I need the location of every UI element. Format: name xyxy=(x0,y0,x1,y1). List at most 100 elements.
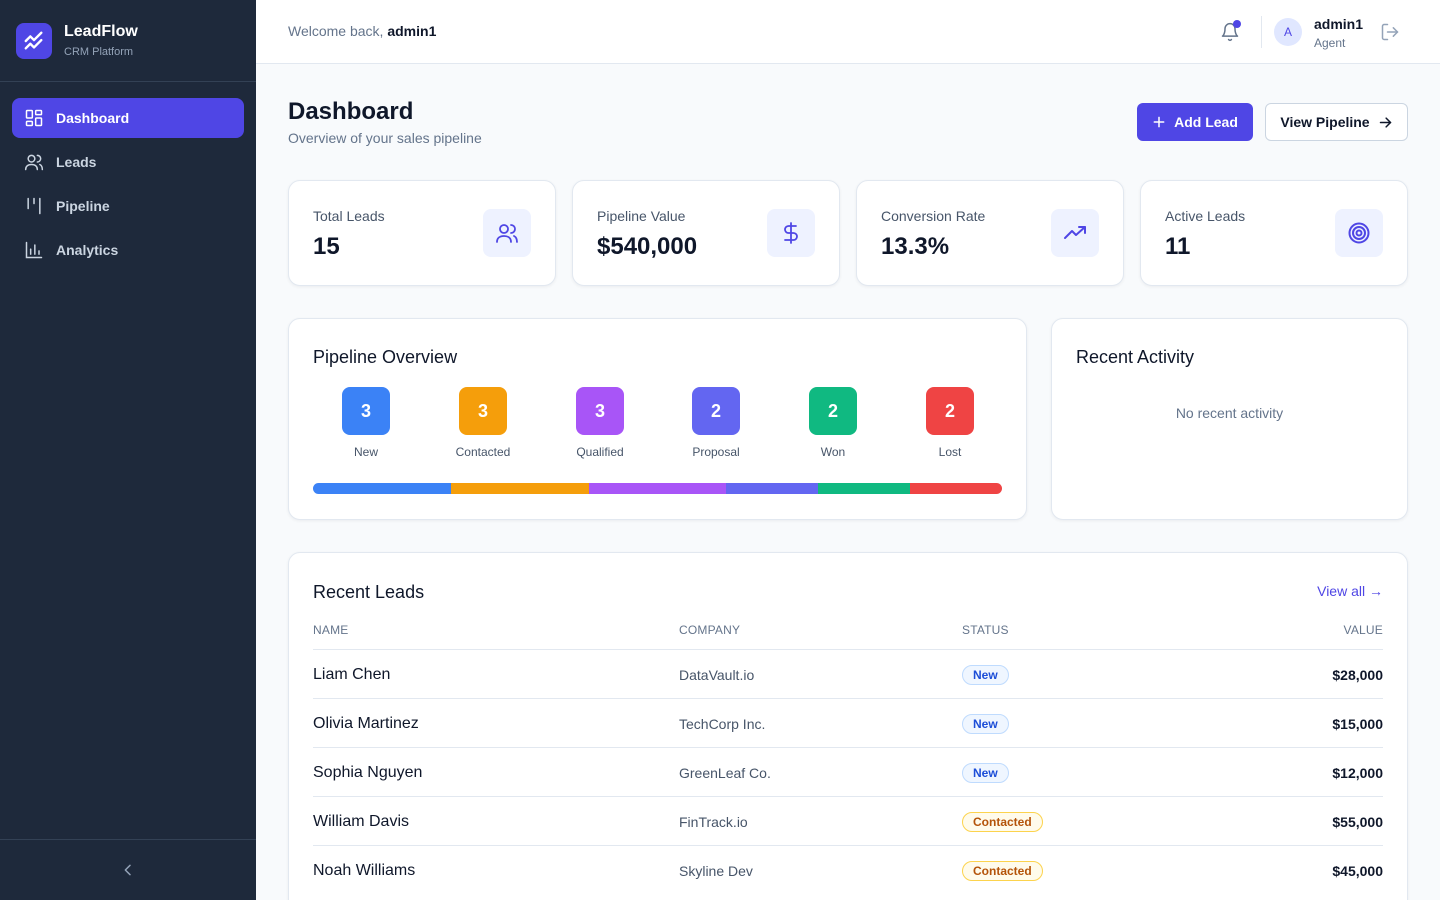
stage-label: Lost xyxy=(938,445,962,459)
welcome-message: Welcome back, admin1 xyxy=(288,23,436,39)
sidebar-item-label: Dashboard xyxy=(56,110,130,126)
sidebar-item-label: Analytics xyxy=(56,242,119,258)
column-header-company[interactable]: COMPANY xyxy=(679,623,741,637)
stage-count: 3 xyxy=(459,387,507,435)
user-name: admin1 xyxy=(1314,16,1364,32)
pipeline-bar-segment-contacted xyxy=(450,483,589,494)
pipeline-stage-contacted[interactable]: 3 Contacted xyxy=(443,387,523,459)
lead-name: Sophia Nguyen xyxy=(313,764,423,781)
pipeline-overview-title: Pipeline Overview xyxy=(313,347,458,367)
notification-dot xyxy=(1233,20,1241,28)
lead-name: Noah Williams xyxy=(313,862,416,879)
pipeline-bar-segment-lost xyxy=(910,483,1002,494)
lead-value: $55,000 xyxy=(1332,814,1383,830)
status-badge: New xyxy=(962,665,1009,685)
bar-chart-icon xyxy=(24,240,44,260)
lead-company: DataVault.io xyxy=(679,667,755,683)
trending-up-icon xyxy=(1051,209,1099,257)
stage-label: Contacted xyxy=(455,445,511,459)
lead-value: $28,000 xyxy=(1332,667,1383,683)
stage-label: Proposal xyxy=(692,445,740,459)
status-badge: New xyxy=(962,763,1009,783)
page-title: Dashboard xyxy=(288,98,414,125)
lead-company: Skyline Dev xyxy=(679,863,753,879)
stat-card-conversion-rate: Conversion Rate 13.3% xyxy=(856,180,1124,286)
stat-label: Active Leads xyxy=(1165,208,1246,224)
lead-company: TechCorp Inc. xyxy=(679,716,766,732)
pipeline-stage-lost[interactable]: 2 Lost xyxy=(910,387,990,459)
stat-value: $540,000 xyxy=(597,233,698,260)
dashboard-icon xyxy=(24,108,44,128)
empty-activity-text: No recent activity xyxy=(1175,405,1284,421)
sidebar-item-analytics[interactable]: Analytics xyxy=(12,230,244,270)
view-pipeline-label: View Pipeline xyxy=(1280,114,1370,130)
stat-card-active-leads: Active Leads 11 xyxy=(1140,180,1408,286)
stage-label: Qualified xyxy=(576,445,624,459)
stat-value: 11 xyxy=(1165,233,1191,260)
lead-company: FinTrack.io xyxy=(679,814,748,830)
pipeline-stage-won[interactable]: 2 Won xyxy=(793,387,873,459)
lead-value: $45,000 xyxy=(1332,863,1383,879)
column-header-name[interactable]: NAME xyxy=(313,623,349,637)
table-row[interactable]: Sophia Nguyen GreenLeaf Co. New $12,000 xyxy=(313,747,1383,796)
stage-count: 3 xyxy=(576,387,624,435)
lead-name: Liam Chen xyxy=(313,666,391,683)
users-icon xyxy=(483,209,531,257)
stage-count: 3 xyxy=(342,387,390,435)
pipeline-stage-qualified[interactable]: 3 Qualified xyxy=(560,387,640,459)
column-header-value[interactable]: VALUE xyxy=(1343,623,1383,637)
stage-label: New xyxy=(353,445,378,459)
pipeline-bar-segment-qualified xyxy=(588,483,727,494)
pipeline-stage-proposal[interactable]: 2 Proposal xyxy=(676,387,756,459)
sidebar-item-leads[interactable]: Leads xyxy=(12,142,244,182)
stage-count: 2 xyxy=(926,387,974,435)
sidebar-nav: Dashboard Leads Pipeline xyxy=(0,82,256,290)
view-pipeline-button[interactable]: View Pipeline xyxy=(1265,103,1408,141)
stat-card-total-leads: Total Leads 15 xyxy=(288,180,556,286)
sidebar-item-label: Pipeline xyxy=(56,198,110,214)
stat-label: Conversion Rate xyxy=(881,208,986,224)
stat-card-pipeline-value: Pipeline Value $540,000 xyxy=(572,180,840,286)
stage-count: 2 xyxy=(692,387,740,435)
sidebar-item-label: Leads xyxy=(56,154,97,170)
table-row[interactable]: Olivia Martinez TechCorp Inc. New $15,00… xyxy=(313,698,1383,747)
recent-activity-title: Recent Activity xyxy=(1076,347,1195,367)
stat-label: Total Leads xyxy=(313,208,385,224)
sidebar-item-pipeline[interactable]: Pipeline xyxy=(12,186,244,226)
status-badge: Contacted xyxy=(962,861,1043,881)
view-all-link[interactable]: View all → xyxy=(1317,583,1383,599)
arrow-right-icon xyxy=(1379,116,1391,128)
sidebar-item-dashboard[interactable]: Dashboard xyxy=(12,98,244,138)
welcome-prefix: Welcome back, xyxy=(288,23,388,39)
lead-name: William Davis xyxy=(313,813,409,830)
column-header-status[interactable]: STATUS xyxy=(962,623,1009,637)
recent-leads-card: Recent Leads View all → NAME COMPANY STA… xyxy=(288,552,1408,900)
table-row[interactable]: William Davis FinTrack.io Contacted $55,… xyxy=(313,796,1383,845)
pipeline-stage-new[interactable]: 3 New xyxy=(326,387,406,459)
brand-subtitle: CRM Platform xyxy=(64,45,134,58)
lead-value: $15,000 xyxy=(1332,716,1383,732)
avatar[interactable]: A xyxy=(1274,18,1302,46)
header-divider xyxy=(1261,16,1262,48)
welcome-username: admin1 xyxy=(387,23,437,39)
table-row[interactable]: Liam Chen DataVault.io New $28,000 xyxy=(313,649,1383,698)
user-role: Agent xyxy=(1314,36,1346,50)
stat-label: Pipeline Value xyxy=(597,208,686,224)
add-lead-button[interactable]: Add Lead xyxy=(1137,103,1253,141)
collapse-sidebar-button[interactable] xyxy=(116,858,140,882)
stage-label: Won xyxy=(820,445,846,459)
table-row[interactable]: Noah Williams Skyline Dev Contacted $45,… xyxy=(313,845,1383,894)
plus-icon xyxy=(1153,116,1165,128)
chevron-left-icon xyxy=(124,864,131,876)
pipeline-icon xyxy=(24,196,44,216)
pipeline-bar-segment-won xyxy=(818,483,911,494)
status-badge: New xyxy=(962,714,1009,734)
stat-value: 13.3% xyxy=(881,233,950,260)
brand-logo-icon xyxy=(16,22,52,59)
lead-name: Olivia Martinez xyxy=(313,715,419,732)
logout-button[interactable] xyxy=(1378,20,1402,44)
sidebar: LeadFlow CRM Platform Dashboard Leads xyxy=(0,0,256,900)
sidebar-footer xyxy=(0,839,256,900)
notifications-button[interactable] xyxy=(1217,19,1243,45)
status-badge: Contacted xyxy=(962,812,1043,832)
